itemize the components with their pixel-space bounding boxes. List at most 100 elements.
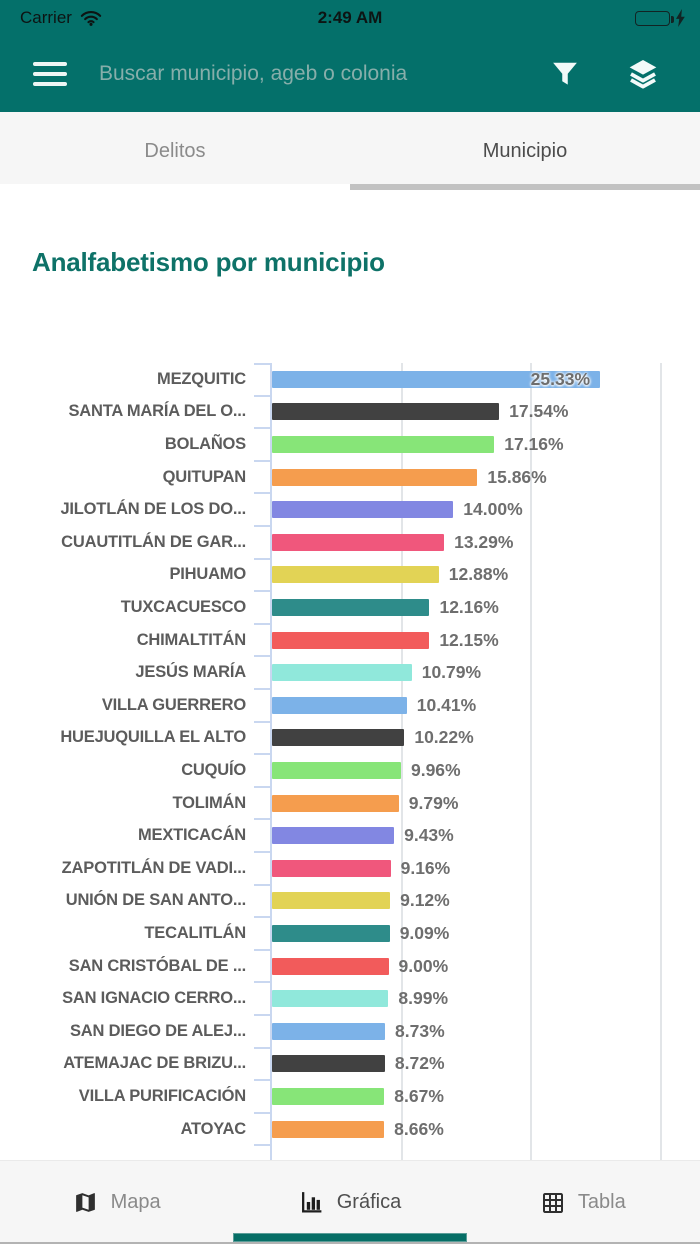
chart-axis-tick — [254, 981, 270, 984]
category-label: HUEJUQUILLA EL ALTO — [60, 728, 246, 747]
chart-y-axis — [270, 363, 272, 1160]
nav-item-mapa[interactable]: Mapa — [0, 1190, 233, 1215]
chart-axis-tick — [254, 948, 270, 951]
value-label: 10.22% — [414, 727, 474, 748]
chart-axis-tick — [254, 363, 270, 365]
bar[interactable] — [272, 370, 601, 388]
status-bar: Carrier 2:49 AM — [0, 0, 700, 36]
chart-axis-tick — [254, 427, 270, 430]
bar[interactable] — [272, 1088, 385, 1105]
bar[interactable] — [272, 957, 389, 975]
filter-icon[interactable] — [550, 59, 580, 89]
category-label: PIHUAMO — [169, 565, 246, 584]
nav-label-mapa: Mapa — [110, 1191, 161, 1213]
value-label: 9.16% — [400, 857, 451, 878]
value-label: 25.33% — [530, 368, 591, 389]
carrier-label: Carrier — [20, 8, 72, 27]
chart-gridline — [400, 363, 403, 1160]
menu-icon[interactable] — [33, 56, 67, 93]
map-icon — [73, 1190, 98, 1215]
category-label: TUXCACUESCO — [120, 597, 246, 616]
bar[interactable] — [272, 1055, 385, 1073]
bottom-nav-bar: Mapa Gráfica Tabla — [0, 1160, 700, 1244]
category-label: CUQUÍO — [181, 760, 246, 779]
chart-axis-tick — [254, 883, 270, 886]
bar[interactable] — [272, 729, 405, 747]
chart-axis-tick — [254, 1014, 270, 1016]
nav-item-grafica[interactable]: Gráfica — [233, 1190, 466, 1215]
chart-axis-tick — [254, 688, 270, 690]
bar[interactable] — [272, 501, 454, 519]
wifi-icon — [80, 10, 102, 26]
charging-bolt-icon — [675, 9, 686, 27]
value-label: 9.96% — [410, 759, 461, 780]
top-tab-bar: Delitos Municipio — [0, 112, 700, 190]
value-label: 9.12% — [400, 890, 450, 911]
chart-gridline — [530, 363, 532, 1160]
value-label: 9.79% — [408, 792, 459, 813]
bar[interactable] — [272, 827, 395, 845]
chart-axis-tick — [254, 1144, 270, 1147]
bar[interactable] — [272, 925, 390, 942]
value-label: 9.09% — [399, 922, 450, 943]
bottom-hairline — [0, 1242, 700, 1244]
tab-municipio[interactable]: Municipio — [482, 139, 568, 162]
nav-item-tabla[interactable]: Tabla — [467, 1191, 700, 1215]
value-label: 8.72% — [394, 1053, 445, 1074]
category-label: TECALITLÁN — [144, 923, 246, 942]
chart-axis-tick — [254, 590, 270, 593]
value-label: 17.54% — [509, 401, 569, 422]
chart-axis-tick — [254, 492, 270, 495]
bar[interactable] — [272, 859, 391, 877]
bar[interactable] — [272, 533, 445, 551]
category-label: CUAUTITLÁN DE GAR... — [61, 532, 246, 551]
category-label: SAN IGNACIO CERRO... — [62, 989, 246, 1008]
chart-axis-tick — [254, 1079, 270, 1082]
clock-time: 2:49 AM — [317, 8, 383, 27]
bar[interactable] — [272, 696, 407, 714]
value-label: 8.73% — [395, 1020, 445, 1041]
chart-axis-tick — [254, 394, 270, 397]
value-label: 12.15% — [439, 629, 499, 650]
category-label: MEZQUITIC — [157, 369, 246, 388]
bar[interactable] — [272, 892, 391, 910]
bar[interactable] — [272, 566, 439, 584]
value-label: 9.43% — [404, 825, 454, 846]
bar[interactable] — [272, 403, 500, 421]
value-label: 8.66% — [394, 1118, 444, 1139]
value-label: 17.16% — [504, 433, 564, 454]
bar[interactable] — [272, 468, 478, 486]
chart-axis-tick — [254, 851, 270, 853]
chart-axis-tick — [254, 557, 270, 560]
bar[interactable] — [272, 599, 430, 616]
app-header — [0, 36, 700, 112]
chart-axis-tick — [254, 459, 270, 462]
tab-indicator-track — [0, 184, 350, 190]
value-label: 10.79% — [421, 662, 482, 683]
search-input[interactable] — [99, 62, 530, 86]
active-tab-indicator — [350, 184, 700, 190]
tab-delitos[interactable]: Delitos — [144, 139, 206, 162]
bar[interactable] — [272, 436, 495, 453]
bar[interactable] — [272, 631, 430, 649]
chart-axis-tick — [254, 622, 270, 625]
category-label: SAN DIEGO DE ALEJ... — [69, 1021, 246, 1040]
page-title: Analfabetismo por municipio — [32, 247, 385, 277]
category-label: JILOTLÁN DE LOS DO... — [60, 500, 246, 519]
category-label: ATOYAC — [180, 1119, 247, 1138]
category-label: CHIMALTITÁN — [136, 630, 247, 649]
bar[interactable] — [272, 762, 401, 779]
bar[interactable] — [272, 1120, 385, 1138]
bar[interactable] — [272, 1022, 386, 1040]
bar[interactable] — [272, 664, 412, 682]
chart-axis-tick — [254, 1111, 270, 1114]
category-label: UNIÓN DE SAN ANTO... — [65, 891, 246, 910]
chart-axis-tick — [254, 916, 270, 919]
bar[interactable] — [272, 794, 399, 812]
category-label: ATEMAJAC DE BRIZU... — [63, 1054, 246, 1073]
bar[interactable] — [272, 990, 389, 1008]
category-label: VILLA PURIFICACIÓN — [78, 1086, 246, 1105]
category-label: BOLAÑOS — [164, 434, 246, 453]
category-label: QUITUPAN — [162, 467, 247, 486]
layers-icon[interactable] — [626, 58, 660, 90]
